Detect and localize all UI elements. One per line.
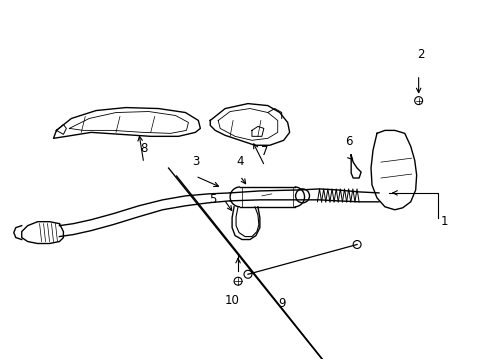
- Text: 2: 2: [416, 48, 423, 61]
- Text: 1: 1: [440, 215, 447, 228]
- Text: 5: 5: [208, 193, 216, 206]
- Text: 8: 8: [140, 142, 147, 155]
- Text: 3: 3: [191, 155, 199, 168]
- Text: 10: 10: [224, 294, 239, 307]
- Text: 4: 4: [236, 155, 244, 168]
- Text: 7: 7: [261, 145, 268, 158]
- Text: 6: 6: [345, 135, 352, 148]
- Text: 9: 9: [277, 297, 285, 310]
